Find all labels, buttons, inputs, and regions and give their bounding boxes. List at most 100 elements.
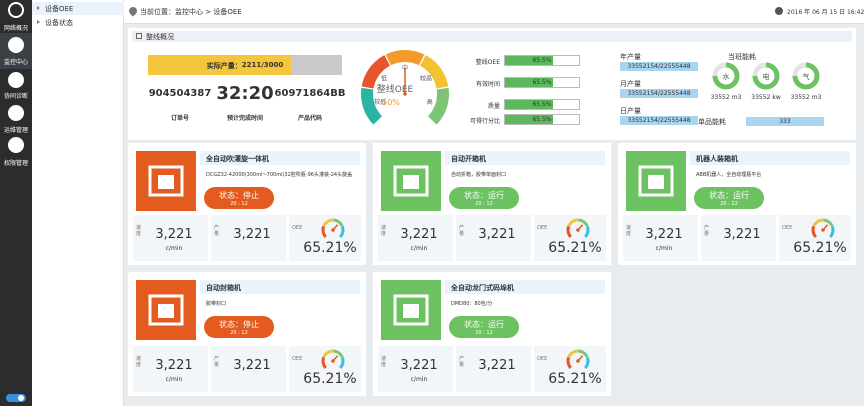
energy-value: 33552 m3 xyxy=(706,94,746,101)
menu-label[interactable]: 监控中心 xyxy=(3,59,28,66)
toggle-knob xyxy=(18,395,24,401)
datetime: 2016 年 06 月 15 日 16:42 xyxy=(787,9,864,16)
metric-value: 3,221 xyxy=(233,358,271,373)
metric-fill xyxy=(505,115,554,124)
gauge-zone xyxy=(322,349,334,358)
output-label: 年产量 xyxy=(620,53,641,61)
gauge-zone xyxy=(812,218,824,227)
submenu: 设备OEE 设备状态 xyxy=(32,0,124,406)
metric-box: OEE 65.21% xyxy=(289,346,361,392)
machine-card[interactable]: 全自动龙门式码垛机 DMD80：80包/分 状态：运行 20 : 12 速度 3,221 c… xyxy=(373,272,611,396)
machine-card[interactable]: 自动封箱机 胶带封口 状态：停止 20 : 12 速度 3,221 c/min 产量 3,221… xyxy=(128,272,366,396)
metric-unit: c/min xyxy=(655,245,673,252)
title-bar xyxy=(690,151,850,165)
gauge-hub xyxy=(331,228,335,232)
metric-box: OEE 65.21% xyxy=(779,215,851,261)
metric-fill xyxy=(505,56,554,65)
machine-card[interactable]: 全自动吹灌旋一体机 DCGZ32-42000(300ml~700ml)32腔吹瓶-… xyxy=(128,143,366,265)
gauge-zone xyxy=(566,356,572,369)
metric-box: 产量 3,221 xyxy=(456,215,531,261)
icon-shape xyxy=(158,304,174,318)
output-value: 33552154/22555448 xyxy=(627,63,691,70)
donut-arc xyxy=(712,62,740,90)
metric-box-label: OEE xyxy=(537,225,548,231)
gauge-zone xyxy=(322,218,334,227)
theme-toggle[interactable] xyxy=(6,394,26,402)
zone-label: 较低 xyxy=(374,98,386,106)
metric-value: 3,221 xyxy=(478,358,516,373)
energy-unit: m3 xyxy=(811,94,822,101)
icon-art xyxy=(638,165,674,197)
oee-value: 65.21% xyxy=(548,240,602,256)
menu-label[interactable]: 协同诊断 xyxy=(3,93,28,100)
gauge-title: 整线OEE xyxy=(377,83,414,95)
gauge-zone xyxy=(584,356,590,369)
metric-box-label: 速度 xyxy=(626,225,632,237)
gauge-hub xyxy=(821,228,825,232)
status-text: 状态：停止 xyxy=(219,320,259,329)
output-value: 33552154/22555448 xyxy=(627,90,691,97)
oee-gauge xyxy=(566,349,590,369)
machine-icon xyxy=(136,280,196,340)
machine-icon xyxy=(381,280,441,340)
metric-value: 65.5% xyxy=(532,57,552,64)
stat-label: 订单号 xyxy=(170,115,189,122)
status-time: 20 : 12 xyxy=(720,201,738,207)
machine-card[interactable]: 自动开箱机 自动折箱，胶带单面封口 状态：运行 20 : 12 速度 3,221 c/min… xyxy=(373,143,611,265)
metric-box-label: 速度 xyxy=(381,356,387,368)
machine-card[interactable]: 机器人装箱机 ABB机器人，全自动理瓶平台 状态：运行 20 : 12 速度 3,221 c… xyxy=(618,143,856,265)
zone-label: 较高 xyxy=(420,75,432,83)
metric-value: 3,221 xyxy=(645,227,683,242)
gauge-zone xyxy=(339,225,345,238)
gauge-zone xyxy=(339,356,345,369)
gauge-zone xyxy=(321,225,327,238)
status-pill: 状态：停止 20 : 12 xyxy=(204,187,274,209)
energy-donut: 气 xyxy=(792,62,820,90)
icon-art xyxy=(393,165,429,197)
status-text: 状态：运行 xyxy=(464,191,504,200)
unit-energy-value: 333 xyxy=(779,118,791,125)
production-separator: / xyxy=(261,61,264,69)
metric-box-label: 速度 xyxy=(381,225,387,237)
metric-label: 有效时间 xyxy=(475,81,500,88)
metric-fill xyxy=(505,100,554,109)
menu-label[interactable]: 网络概况 xyxy=(3,25,28,32)
gauge-zone xyxy=(385,50,425,66)
machine-description: 自动折箱，胶带单面封口 xyxy=(451,172,507,178)
submenu-item[interactable]: 设备OEE xyxy=(32,2,124,15)
icon-shape xyxy=(393,165,429,197)
metric-box: 速度 3,221 c/min xyxy=(133,346,208,392)
energy-unit: kw xyxy=(772,94,781,101)
metric-box-label: 速度 xyxy=(136,225,142,237)
menu-icon xyxy=(8,37,24,53)
menu-icon xyxy=(8,2,24,18)
menu-label[interactable]: 权限管理 xyxy=(3,160,28,167)
menu-label[interactable]: 运维管理 xyxy=(3,127,28,134)
status-time: 20 : 12 xyxy=(230,330,248,336)
menu-icon xyxy=(8,137,24,153)
icon-shape xyxy=(148,165,184,197)
metric-value: 3,221 xyxy=(723,227,761,242)
gauge-zone xyxy=(361,55,391,89)
menu-icon xyxy=(8,105,24,121)
gauge-zone xyxy=(829,225,835,238)
gauge-hub xyxy=(331,359,335,363)
title-bar xyxy=(445,280,605,294)
metric-bar: 65.5% xyxy=(504,114,580,125)
metric-box: 速度 3,221 c/min xyxy=(623,215,698,261)
oee-value: 65.21% xyxy=(548,371,602,387)
overview-panel: 整线概况 实际产量： 2211/3000 904504387 订单号 32:20 预计完成时… xyxy=(128,28,856,140)
gauge-zone xyxy=(332,218,344,227)
submenu-label: 设备状态 xyxy=(45,19,73,27)
metric-value: 3,221 xyxy=(155,358,193,373)
submenu-item[interactable]: 设备状态 xyxy=(32,16,124,29)
metric-bar: 65.5% xyxy=(504,99,580,110)
energy-unit: m3 xyxy=(731,94,742,101)
output-label: 月产量 xyxy=(620,80,641,88)
icon-shape xyxy=(393,294,429,326)
gauge-zone xyxy=(577,349,589,358)
stat-label: 产品代码 xyxy=(297,115,322,122)
metric-box: 速度 3,221 c/min xyxy=(378,215,453,261)
gauge-zone xyxy=(811,225,817,238)
metric-unit: c/min xyxy=(165,245,183,252)
